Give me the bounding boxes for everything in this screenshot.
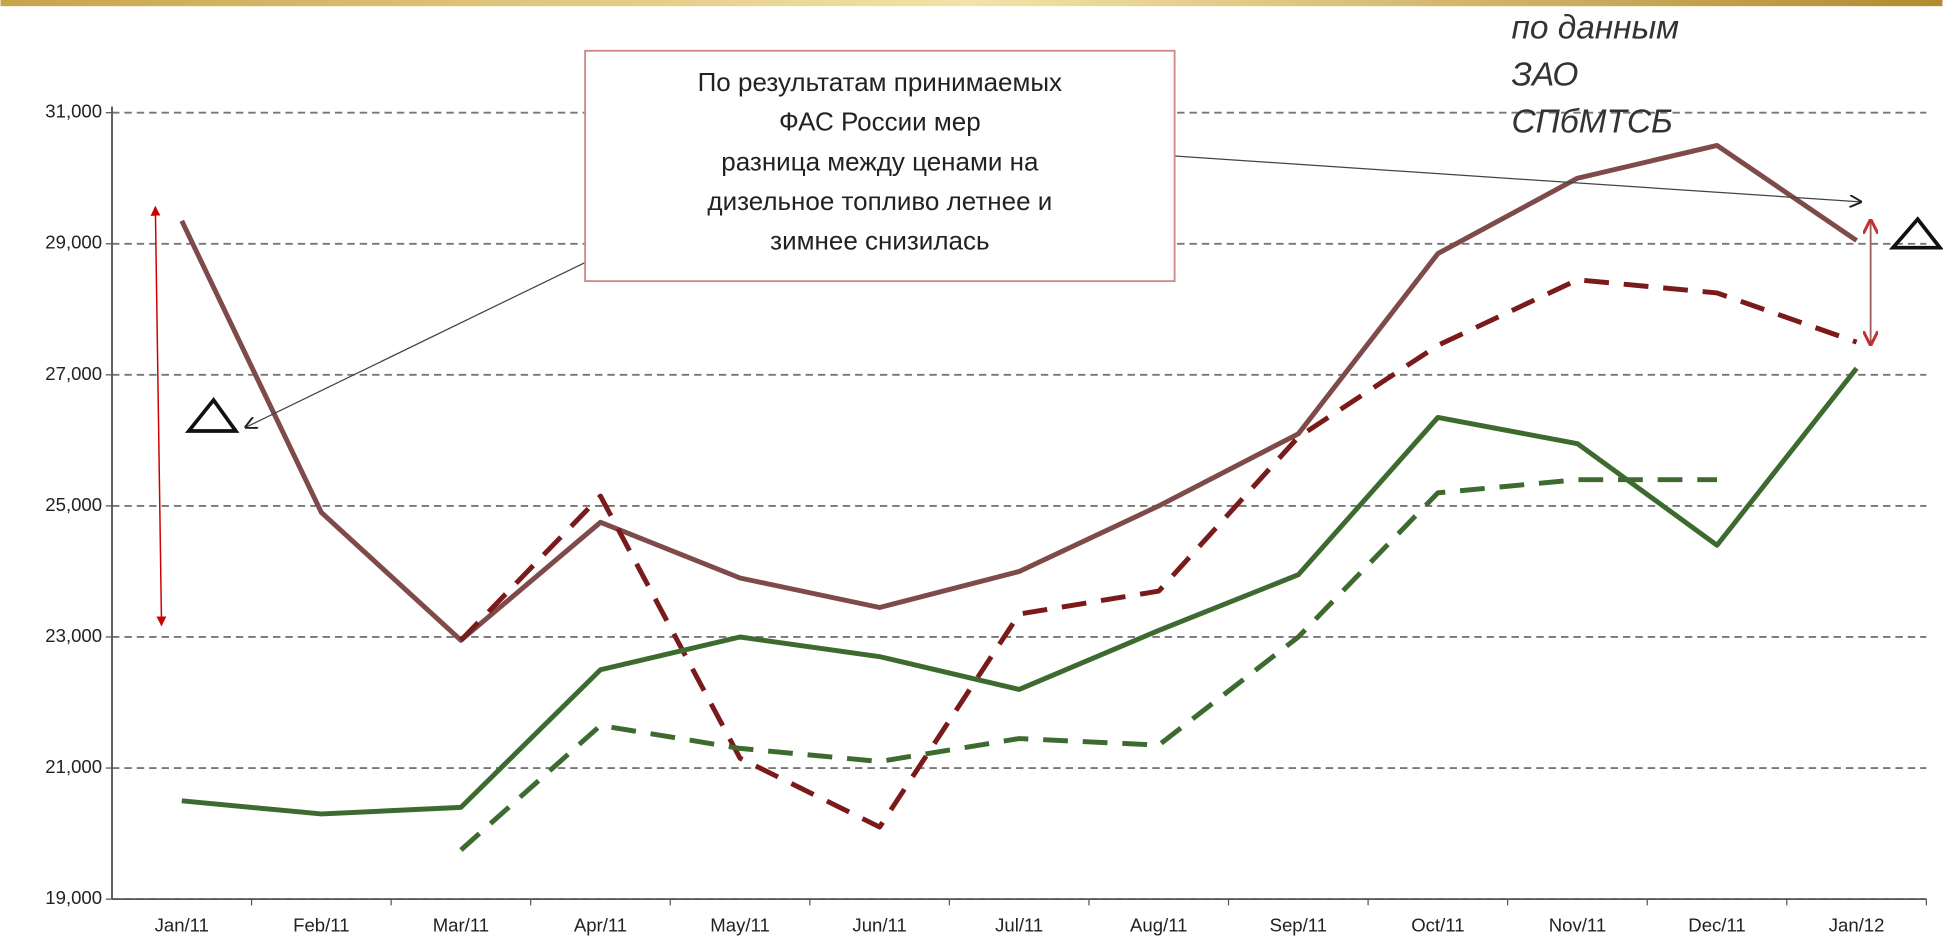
y-tick-label: 25,000 [45, 494, 102, 515]
callout-box [584, 49, 1176, 283]
x-tick-label: Sep/11 [1270, 914, 1327, 935]
x-tick-label: Nov/11 [1549, 914, 1606, 935]
callout-text: зимнее снизилась [770, 226, 989, 256]
x-tick-label: Aug/11 [1130, 914, 1187, 935]
callout-arrow [246, 261, 586, 428]
y-tick-label: 23,000 [45, 625, 102, 646]
y-tick-label: 31,000 [45, 101, 102, 122]
series-line [459, 277, 1858, 830]
x-tick-label: Jun/11 [852, 914, 906, 935]
x-tick-label: Oct/11 [1411, 914, 1464, 935]
x-tick-label: Apr/11 [574, 914, 627, 935]
delta-symbol [1888, 216, 1943, 250]
callout-text: дизельное топливо летнее и [707, 186, 1052, 216]
x-tick-label: Dec/11 [1688, 914, 1745, 935]
x-tick-label: Mar/11 [433, 914, 489, 935]
source-note: по данным [1511, 10, 1679, 47]
x-tick-label: May/11 [710, 914, 770, 935]
y-tick-label: 27,000 [45, 363, 102, 384]
callout-text: ФАС России мер [779, 107, 981, 137]
callout-text: разница между ценами на [721, 146, 1039, 176]
callout-text: По результатам принимаемых [698, 67, 1062, 97]
range-arrow [150, 205, 167, 627]
x-tick-label: Jan/12 [1829, 914, 1885, 935]
y-tick-label: 19,000 [45, 887, 102, 908]
x-tick-label: Jul/11 [995, 914, 1043, 935]
top-bar [0, 0, 1943, 7]
callout-arrow [1174, 155, 1861, 202]
x-tick-label: Feb/11 [293, 914, 349, 935]
y-tick-label: 21,000 [45, 756, 102, 777]
source-note: ЗАО [1511, 57, 1578, 94]
y-tick-label: 29,000 [45, 232, 102, 253]
x-tick-label: Jan/11 [155, 914, 209, 935]
delta-symbol [184, 396, 240, 433]
series-line [181, 366, 1859, 817]
source-note: СПбМТСБ [1511, 104, 1672, 141]
plot: 19,000 21,000 23,000 25,000 27,000 29,000 31,0… [45, 101, 1927, 935]
series-line [459, 477, 1718, 852]
